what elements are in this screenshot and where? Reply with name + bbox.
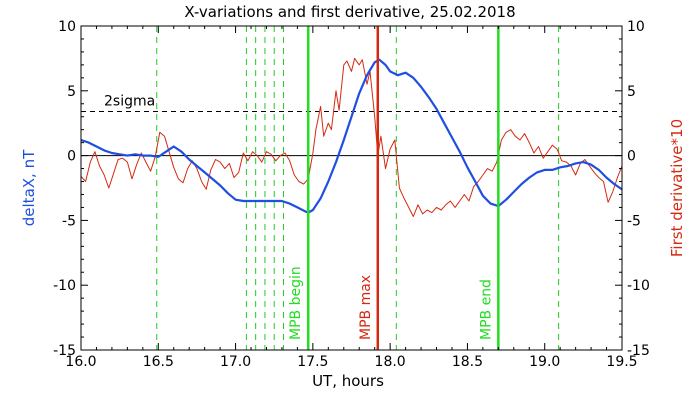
axes: 16.0 16.5 17.0 17.5 18.0 18.5 19.0 19.5-15 -15-1… (53, 19, 650, 370)
y-tick-label-right: -15 (627, 343, 650, 359)
y-tick-label-left: -15 (53, 343, 76, 359)
dashed-markers (156, 26, 560, 350)
event-label-0: MPB begin (288, 266, 304, 340)
x-tick-label: 16.5 (143, 354, 174, 370)
x-tick-label: 16.0 (65, 354, 96, 370)
event-label-1: MPB max (358, 275, 374, 340)
x-tick-label: 17.0 (220, 354, 251, 370)
x-tick-label: 18.5 (452, 354, 483, 370)
y-tick-label-right: 10 (627, 19, 645, 35)
x-tick-label: 19.0 (529, 354, 560, 370)
y-tick-label-left: -5 (62, 213, 76, 229)
series-derivative-line (80, 57, 623, 217)
x-tick-label: 17.5 (297, 354, 328, 370)
y-tick-label-right: -10 (627, 278, 650, 294)
series-layer (80, 57, 623, 217)
y-tick-label-right: 0 (627, 149, 636, 165)
y-tick-label-left: 0 (67, 149, 76, 165)
reference-lines (81, 111, 622, 157)
x-axis-label: UT, hours (312, 372, 384, 390)
series-deltax-line (80, 58, 623, 214)
y-tick-label-left: 5 (67, 84, 76, 100)
event-label-2: MPB end (478, 279, 494, 340)
sigma-label: 2sigma (104, 94, 155, 110)
y-tick-label-right: -5 (627, 213, 641, 229)
y-axis-label-left: deltaX, nT (20, 149, 38, 226)
x-tick-label: 19.5 (606, 354, 637, 370)
y-axis-label-right: First derivative*10 (668, 119, 686, 257)
chart-title: X-variations and first derivative, 25.02… (184, 3, 515, 21)
y-tick-label-left: -10 (53, 278, 76, 294)
x-tick-label: 18.0 (375, 354, 406, 370)
y-tick-label-right: 5 (627, 84, 636, 100)
plot-frame (80, 25, 623, 351)
y-tick-label-left: 10 (58, 19, 76, 35)
event-lines: MPB begin MPB max MPB end (288, 26, 500, 350)
